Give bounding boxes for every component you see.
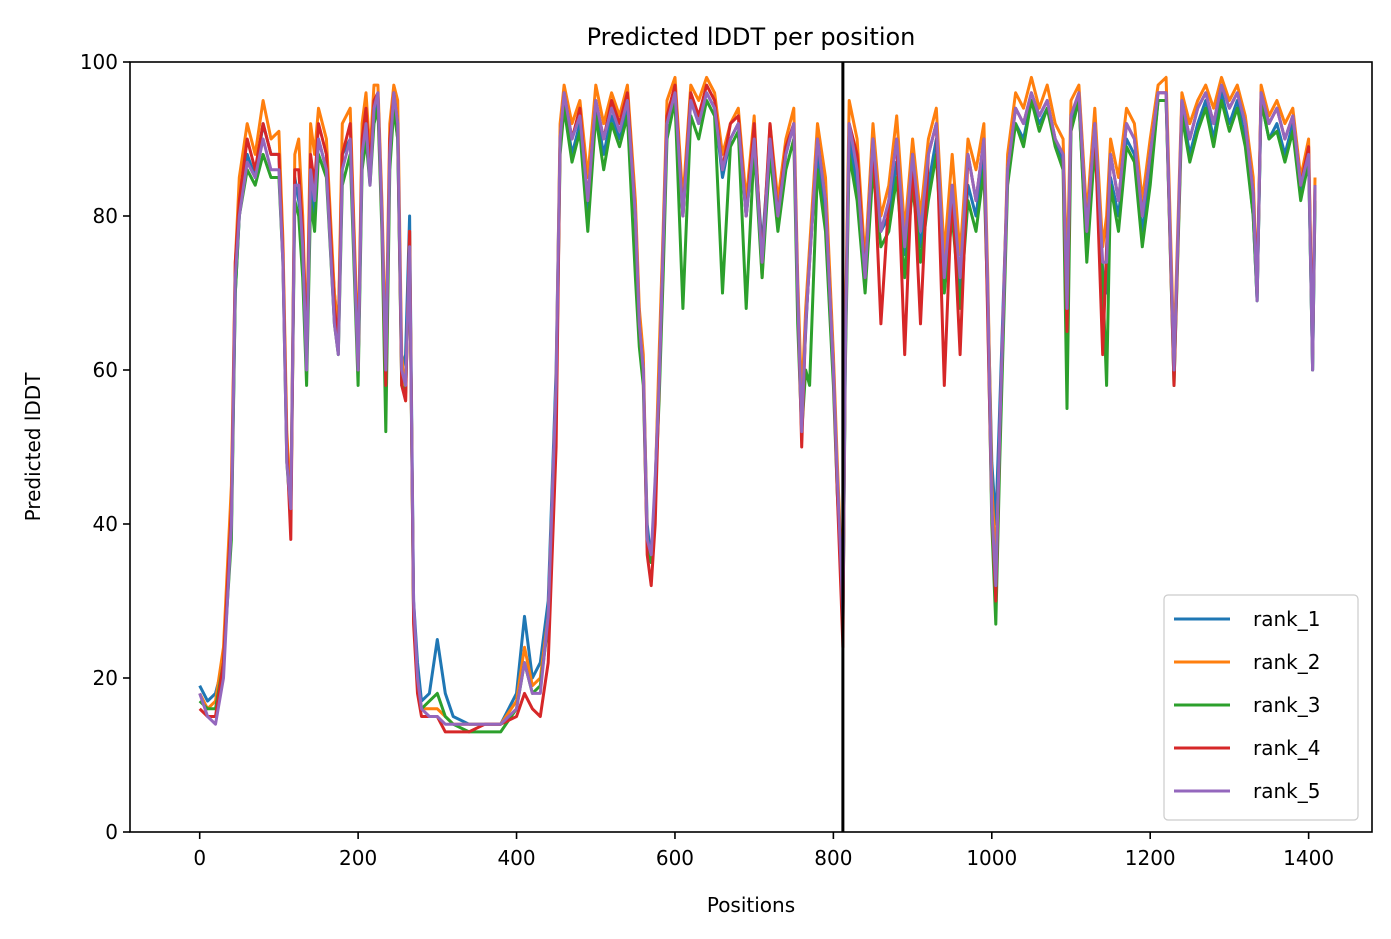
x-tick-label: 400	[497, 846, 535, 870]
x-tick-label: 600	[656, 846, 694, 870]
legend-box	[1163, 594, 1359, 821]
series-layer	[198, 75, 1317, 734]
y-axis-label: Predicted lDDT	[21, 372, 45, 522]
y-axis: 0 20 40 60 80 100	[80, 50, 130, 844]
x-tick-label: 800	[814, 846, 852, 870]
legend-label-rank_3: rank_3	[1253, 693, 1320, 717]
legend-label-rank_4: rank_4	[1253, 736, 1320, 760]
x-tick-label: 1000	[966, 846, 1017, 870]
series-line-rank_5	[198, 83, 1317, 726]
legend: rank_1 rank_2 rank_3 rank_4 rank_5	[1163, 594, 1359, 821]
y-tick-label: 0	[105, 820, 118, 844]
series-line-rank_2	[198, 75, 1317, 726]
y-tick-label: 100	[80, 50, 118, 74]
legend-label-rank_1: rank_1	[1253, 607, 1320, 631]
x-tick-label: 0	[193, 846, 206, 870]
chart-title: Predicted lDDT per position	[587, 23, 916, 51]
x-axis-label: Positions	[707, 893, 795, 917]
legend-label-rank_5: rank_5	[1253, 779, 1320, 803]
y-tick-label: 20	[93, 666, 118, 690]
y-tick-label: 40	[93, 512, 118, 536]
x-tick-label: 200	[339, 846, 377, 870]
x-tick-label: 1200	[1125, 846, 1176, 870]
plot-area-frame	[129, 61, 1373, 833]
x-axis: 0 200 400 600 800 1000 1200 1400	[193, 832, 1334, 870]
y-tick-label: 60	[93, 358, 118, 382]
y-tick-label: 80	[93, 204, 118, 228]
legend-label-rank_2: rank_2	[1253, 650, 1320, 674]
x-tick-label: 1400	[1283, 846, 1334, 870]
